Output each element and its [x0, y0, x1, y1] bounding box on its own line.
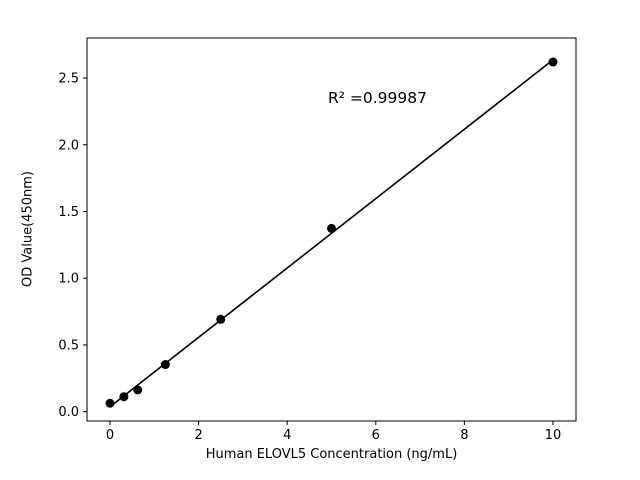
data-point	[160, 360, 170, 370]
fit-line	[109, 59, 554, 408]
y-axis-label: OD Value(450nm)	[20, 171, 36, 287]
data-point	[327, 223, 336, 233]
data-point	[119, 392, 129, 402]
x-axis-label: Human ELOVL5 Concentration (ng/mL)	[205, 447, 458, 462]
y-tick-label: 0.5	[58, 338, 79, 353]
y-tick-label: 2.5	[58, 72, 79, 87]
x-tick-label: 10	[545, 428, 562, 443]
x-tick-label: 6	[372, 428, 380, 443]
y-tick-label: 2.0	[58, 138, 79, 153]
data-point	[105, 398, 115, 408]
x-tick-label: 4	[283, 428, 291, 443]
y-tick-label: 1.0	[58, 272, 79, 287]
data-point	[133, 385, 143, 395]
data-point	[216, 314, 226, 324]
r-squared-annotation: R² =0.99987	[328, 89, 427, 107]
x-tick-label: 2	[194, 428, 202, 443]
data-point	[548, 57, 558, 67]
y-tick-label: 1.5	[58, 205, 79, 220]
x-tick-label: 8	[460, 428, 468, 443]
axes-box	[86, 37, 577, 422]
x-tick-label: 0	[106, 428, 114, 443]
y-tick-label: 0.0	[58, 405, 79, 420]
